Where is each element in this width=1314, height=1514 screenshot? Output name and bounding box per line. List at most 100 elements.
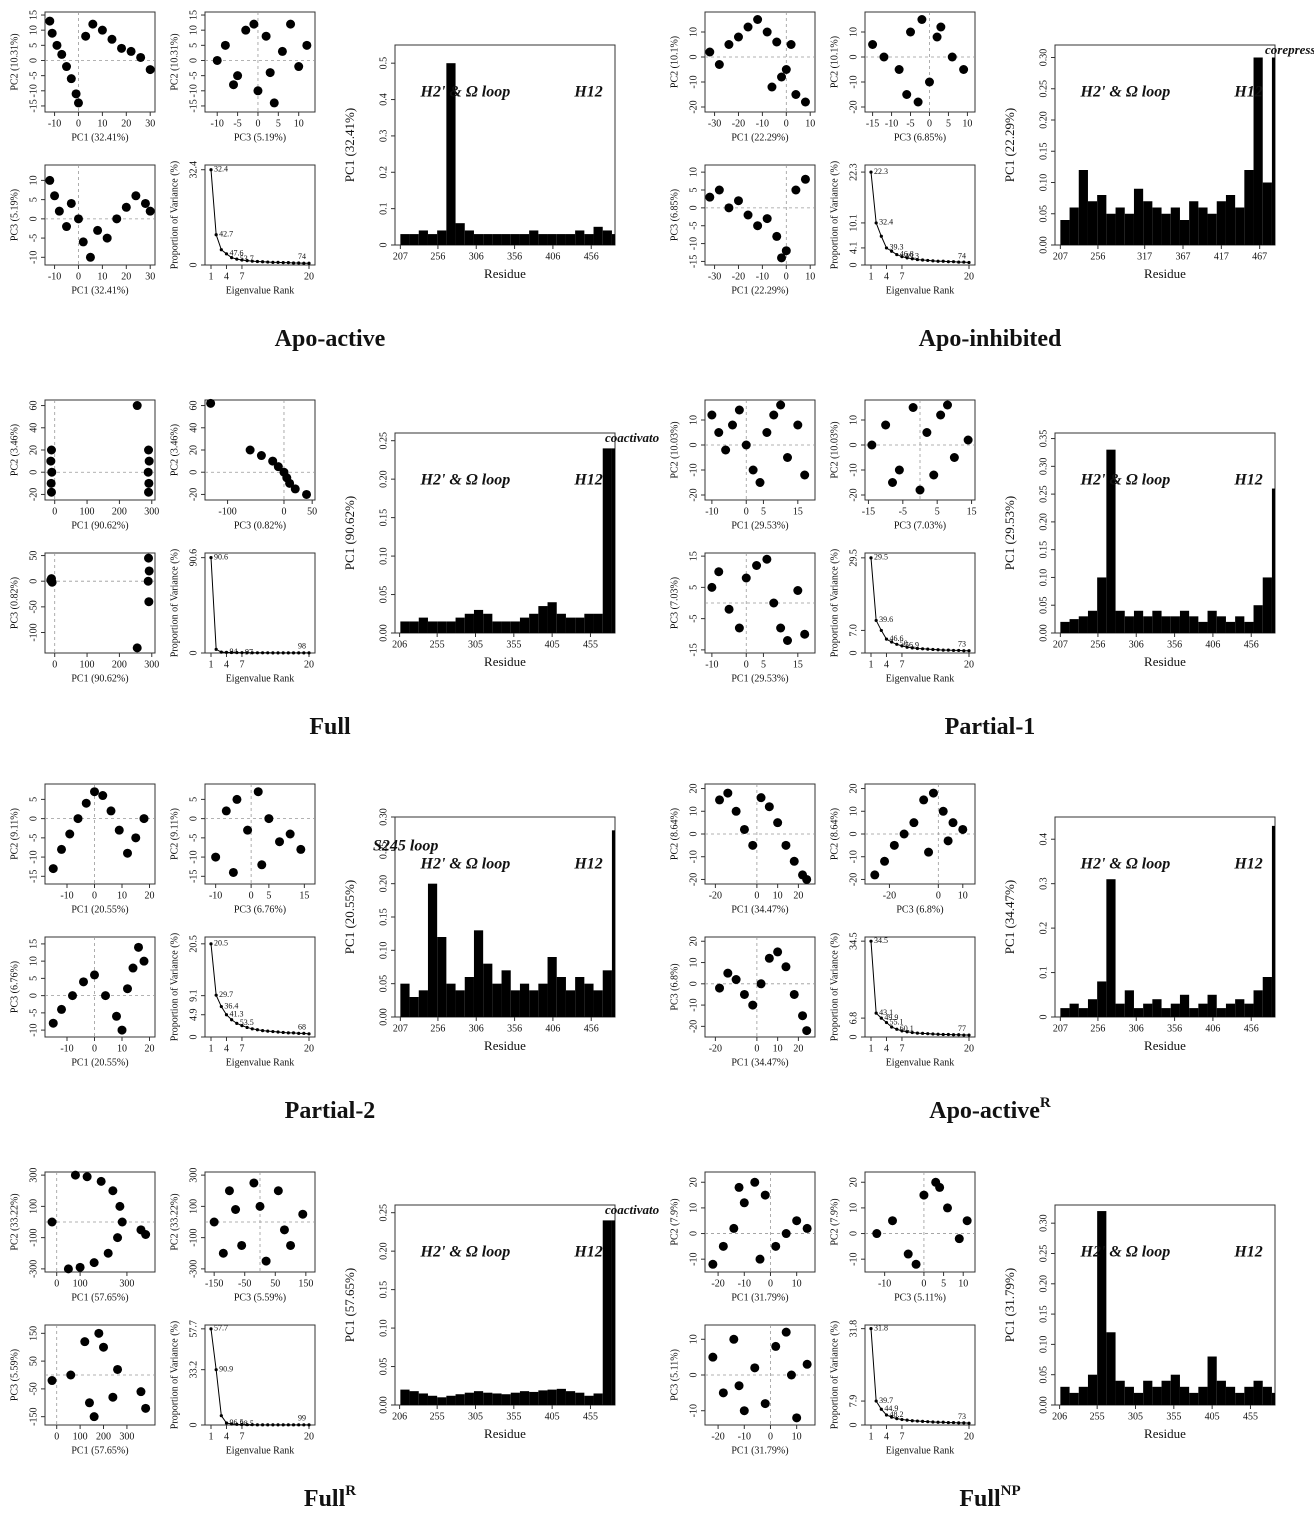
- scatter-point: [708, 1259, 718, 1269]
- y-tick-label: 0: [848, 443, 859, 448]
- y-tick-label: 9.1: [188, 989, 199, 1002]
- x-tick-label: -10: [878, 1278, 891, 1289]
- scatter-point: [229, 80, 239, 90]
- scatter-point: [71, 89, 81, 99]
- x-tick-label: 0: [92, 1043, 97, 1054]
- y-tick-label: 0.20: [1038, 513, 1049, 531]
- y-tick-label: 0.15: [1038, 541, 1049, 559]
- bar: [1170, 1003, 1180, 1017]
- scatter-point: [909, 818, 919, 828]
- scree-point: [307, 1423, 311, 1427]
- x-axis-label: PC1 (57.65%): [71, 1292, 128, 1303]
- y-tick-label: -10: [848, 1253, 859, 1266]
- x-tick-label: 4: [884, 271, 889, 282]
- scree-point: [915, 1419, 920, 1423]
- y-tick-label: -5: [28, 71, 39, 79]
- x-axis-label: Residue: [1144, 1426, 1186, 1441]
- y-tick-label: 0.00: [1038, 236, 1049, 254]
- y-axis-label: PC2 (3.46%): [169, 424, 180, 476]
- scatter-point: [889, 840, 899, 850]
- x-tick-label: 7: [899, 271, 904, 282]
- cumulative-label: 55.1: [889, 1017, 903, 1026]
- bar: [1087, 201, 1098, 245]
- scatter-point: [715, 983, 725, 993]
- scatter-point: [256, 451, 266, 461]
- scree-point: [302, 261, 306, 265]
- bar: [1115, 1003, 1125, 1017]
- y-axis-label: PC2 (10.03%): [829, 421, 840, 478]
- bar: [1133, 188, 1144, 245]
- scatter-point: [733, 196, 743, 206]
- scatter-point: [792, 1216, 802, 1226]
- scatter-point: [791, 90, 801, 99]
- y-tick-label: 0.15: [378, 509, 389, 526]
- scatter-point: [948, 818, 958, 828]
- scree-point: [879, 628, 883, 633]
- scatter-point: [718, 1241, 728, 1251]
- scatter-point: [63, 1264, 73, 1274]
- y-tick-label: 10: [688, 1334, 699, 1344]
- x-tick-label: 4: [224, 1431, 229, 1442]
- x-tick-label: 256: [1090, 251, 1105, 262]
- scatter-point: [734, 405, 744, 415]
- scree-point: [951, 1420, 956, 1425]
- plot-frame: [704, 1171, 816, 1273]
- scatter-point: [290, 484, 300, 494]
- bar: [1087, 610, 1098, 633]
- cumulative-label: 36.4: [224, 1001, 238, 1010]
- x-tick-label: 100: [80, 659, 95, 670]
- plot-frame: [864, 552, 976, 654]
- scree-point: [931, 1420, 935, 1424]
- x-tick-label: -10: [756, 271, 769, 282]
- cumulative-label: 44.9: [884, 1404, 898, 1413]
- scatter-point: [298, 1209, 308, 1219]
- scree-point: [230, 650, 234, 655]
- scatter-point: [753, 15, 763, 24]
- x-tick-label: 10: [958, 1278, 968, 1289]
- y-tick-label: 15: [28, 10, 39, 20]
- scatter-point: [145, 65, 155, 75]
- x-tick-label: 20: [793, 1043, 803, 1054]
- scatter-point: [285, 829, 295, 839]
- bar: [1235, 999, 1245, 1017]
- y-tick-label: 0: [188, 1035, 199, 1040]
- plot-frame: [394, 432, 616, 634]
- plot-frame: [44, 399, 156, 501]
- y-tick-label: 20: [28, 445, 39, 455]
- cumulative-label: 90.6: [214, 552, 228, 561]
- bar: [538, 234, 548, 245]
- scree-point: [240, 258, 244, 262]
- scree-point: [920, 1419, 925, 1423]
- y-tick-label: 0.15: [378, 908, 389, 926]
- x-tick-label: -10: [48, 118, 61, 129]
- scree-point: [250, 1027, 254, 1031]
- x-tick-label: -20: [732, 118, 745, 129]
- bar: [492, 621, 502, 633]
- bar: [1235, 1392, 1245, 1405]
- x-tick-label: -20: [711, 1278, 724, 1289]
- y-tick-label: 0.4: [378, 93, 389, 106]
- scatter-point: [253, 787, 263, 797]
- y-tick-label: 0.3: [378, 130, 389, 143]
- scatter-point: [132, 401, 142, 411]
- bar: [584, 1395, 594, 1405]
- bar: [575, 230, 585, 245]
- bar: [611, 234, 615, 245]
- scree-point: [905, 1418, 909, 1422]
- scatter-point: [715, 795, 725, 805]
- plot-frame: [204, 783, 316, 885]
- scatter-point: [73, 814, 83, 824]
- scatter-point: [753, 221, 763, 231]
- x-axis-label: PC1 (20.55%): [71, 1057, 128, 1068]
- scatter-point: [899, 829, 909, 839]
- y-tick-label: -100: [188, 1228, 199, 1246]
- y-tick-label: -5: [188, 71, 199, 79]
- x-axis-label: PC3 (6.85%): [894, 132, 946, 143]
- scatter-point: [232, 794, 242, 804]
- plot-frame: [864, 1171, 976, 1273]
- panel-title-text: Partial-2: [285, 1098, 376, 1124]
- scree-point: [879, 1407, 883, 1411]
- bar: [446, 983, 456, 1017]
- plot-frame: [864, 1324, 976, 1426]
